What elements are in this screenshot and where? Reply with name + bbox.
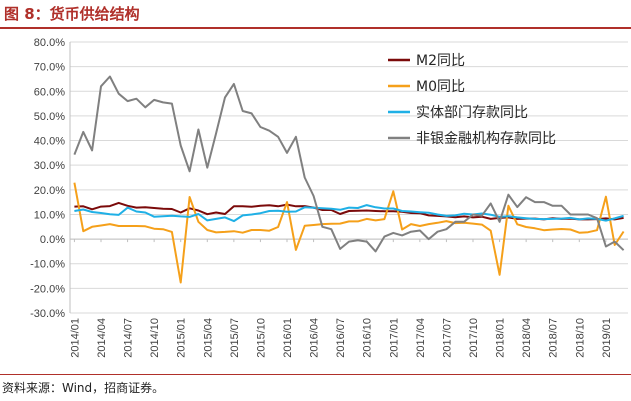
series-line-3	[73, 75, 625, 253]
x-tick-label: 2017/01	[388, 318, 400, 358]
x-tick-label: 2015/07	[229, 318, 241, 358]
line-chart: -30.0% -20.0% -10.0% 0.0% 10.0% 20.0% 30.0% 40.…	[30, 37, 628, 358]
y-tick-label: 70.0%	[34, 62, 65, 74]
series-lines	[73, 75, 625, 284]
x-tick-label: 2014/10	[149, 318, 161, 358]
x-tick-label: 2019/01	[601, 318, 613, 358]
y-tick-label: 60.0%	[34, 86, 65, 98]
y-tick-label: -20.0%	[30, 283, 65, 295]
x-tick-label: 2017/04	[415, 318, 427, 358]
x-tick-label: 2016/01	[282, 318, 294, 358]
x-tick-label: 2015/01	[176, 318, 188, 358]
x-tick-label: 2018/01	[495, 318, 507, 358]
y-tick-label: -30.0%	[30, 308, 65, 320]
y-tick-label: 40.0%	[34, 136, 65, 148]
y-tick-label: 50.0%	[34, 111, 65, 123]
y-tick-label: 10.0%	[34, 209, 65, 221]
x-tick-label: 2016/07	[335, 318, 347, 358]
x-tick-label: 2014/01	[69, 318, 81, 358]
x-tick-label: 2016/04	[309, 318, 321, 358]
title-rule	[0, 27, 631, 29]
x-tick-label: 2017/10	[468, 318, 480, 358]
x-tick-label: 2018/04	[521, 318, 533, 358]
y-tick-label: 20.0%	[34, 185, 65, 197]
x-tick-label: 2017/07	[441, 318, 453, 358]
x-tick-label: 2014/04	[96, 318, 108, 358]
x-tick-label: 2015/04	[202, 318, 214, 358]
figure-source: 资料来源：Wind，招商证券。	[2, 381, 165, 395]
x-tick-label: 2014/07	[123, 318, 135, 358]
y-tick-label: 30.0%	[34, 160, 65, 172]
legend-label-3: 非银金融机构存款同比	[416, 131, 556, 147]
series-line-2	[74, 204, 624, 223]
source-rule	[0, 374, 631, 375]
x-tick-label: 2018/07	[548, 318, 560, 358]
x-tick-label: 2016/10	[362, 318, 374, 358]
y-tick-label: 0.0%	[40, 234, 65, 246]
x-axis: 2014/01 2014/04 2014/07 2014/10 2015/01 2015/…	[69, 238, 628, 358]
chart-gridlines	[70, 41, 628, 314]
y-tick-label: 80.0%	[34, 37, 65, 49]
y-tick-label: -10.0%	[30, 259, 65, 271]
y-axis: -30.0% -20.0% -10.0% 0.0% 10.0% 20.0% 30.0% 40.…	[30, 37, 71, 320]
x-tick-label: 2018/10	[574, 318, 586, 358]
legend-label-2: 实体部门存款同比	[416, 105, 528, 121]
legend-label-1: M0同比	[416, 79, 465, 95]
figure-title: 图 8：货币供给结构	[4, 5, 140, 23]
legend-label-0: M2同比	[416, 53, 465, 69]
series-line-1	[73, 182, 625, 284]
x-tick-label: 2015/10	[255, 318, 267, 358]
